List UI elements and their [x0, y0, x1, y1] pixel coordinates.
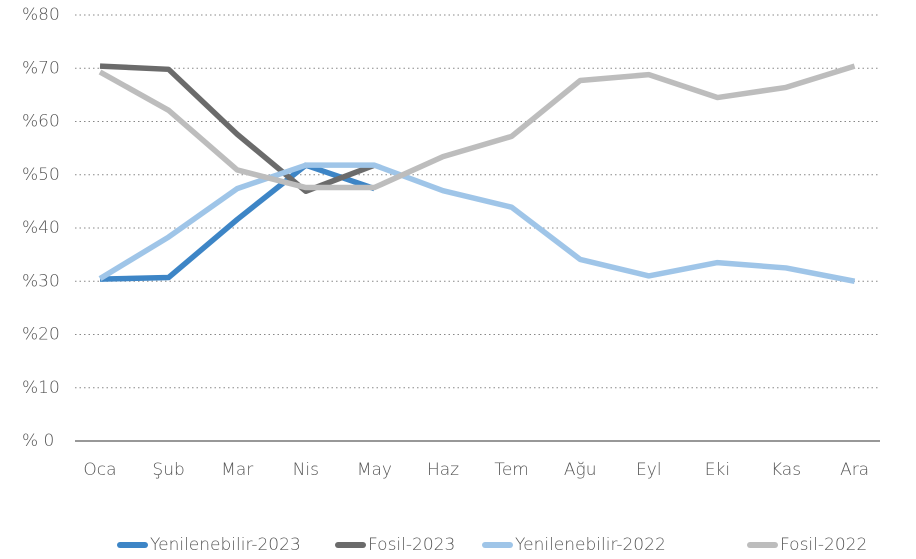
x-tick-label: Tem — [494, 460, 529, 480]
y-tick-label: % 0 — [22, 431, 54, 451]
y-tick-label: %70 — [22, 58, 60, 78]
legend-label: Fosil-2022 — [780, 535, 867, 555]
x-tick-label: Eki — [705, 460, 730, 480]
x-tick-label: Eyl — [636, 460, 662, 480]
y-tick-label: %50 — [22, 165, 60, 185]
legend-label: Yenilenebilir-2022 — [515, 535, 666, 555]
y-tick-label: %80 — [22, 5, 60, 25]
x-tick-label: Mar — [221, 460, 253, 480]
legend-label: Fosil-2023 — [368, 535, 455, 555]
x-tick-label: Kas — [771, 460, 801, 480]
x-tick-label: Haz — [427, 460, 459, 480]
y-tick-label: %30 — [22, 271, 60, 291]
y-tick-label: %20 — [22, 325, 60, 345]
series-line — [99, 63, 376, 195]
x-tick-label: Ağu — [564, 460, 597, 480]
y-tick-label: %10 — [22, 378, 60, 398]
x-tick-label: May — [357, 460, 392, 480]
x-tick-label: Oca — [83, 460, 116, 480]
x-tick-label: Ara — [840, 460, 869, 480]
x-tick-label: Şub — [152, 460, 184, 480]
y-tick-label: %40 — [22, 218, 60, 238]
series-line — [99, 162, 376, 282]
y-tick-label: %60 — [22, 112, 60, 132]
series-line — [98, 63, 856, 191]
series-line — [98, 162, 856, 284]
x-tick-label: Nis — [293, 460, 319, 480]
legend-label: Yenilenebilir-2023 — [150, 535, 301, 555]
